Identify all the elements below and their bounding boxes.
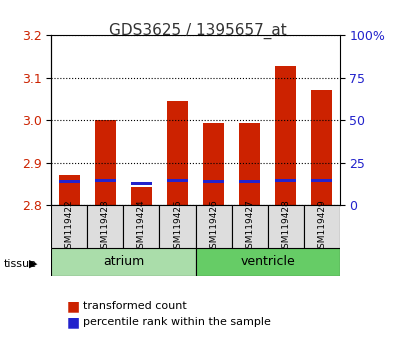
Bar [239, 123, 260, 205]
Bar [58, 180, 80, 183]
Text: GSM119426: GSM119426 [209, 199, 218, 254]
Bar [58, 175, 80, 205]
Text: GSM119427: GSM119427 [245, 199, 254, 254]
Bar [196, 248, 340, 276]
Bar [311, 90, 333, 205]
Bar [203, 181, 224, 183]
Bar [239, 180, 260, 183]
Bar [203, 123, 224, 205]
Bar [304, 205, 340, 248]
Bar [231, 205, 267, 248]
Text: GSM119423: GSM119423 [101, 199, 110, 254]
Bar [51, 205, 87, 248]
Bar [51, 248, 196, 276]
Text: GSM119428: GSM119428 [281, 199, 290, 254]
Bar [167, 101, 188, 205]
Bar [160, 205, 196, 248]
Text: GSM119424: GSM119424 [137, 199, 146, 254]
Text: GDS3625 / 1395657_at: GDS3625 / 1395657_at [109, 23, 286, 39]
Text: atrium: atrium [103, 256, 144, 268]
Text: transformed count: transformed count [83, 301, 187, 311]
Bar [275, 66, 296, 205]
Bar [131, 187, 152, 205]
Text: ventricle: ventricle [240, 256, 295, 268]
Text: percentile rank within the sample: percentile rank within the sample [83, 317, 271, 327]
Bar [123, 205, 160, 248]
Bar [95, 120, 116, 205]
Bar [311, 179, 333, 182]
Text: GSM119422: GSM119422 [65, 199, 74, 254]
Text: ▶: ▶ [29, 259, 38, 269]
Bar [267, 205, 304, 248]
Text: GSM119429: GSM119429 [317, 199, 326, 254]
Text: ■: ■ [67, 315, 80, 329]
Bar [87, 205, 123, 248]
Bar [95, 179, 116, 182]
Bar [167, 179, 188, 182]
Text: GSM119425: GSM119425 [173, 199, 182, 254]
Bar [275, 179, 296, 182]
Text: tissue: tissue [4, 259, 37, 269]
Bar [196, 205, 231, 248]
Bar [131, 182, 152, 185]
Text: ■: ■ [67, 299, 80, 313]
